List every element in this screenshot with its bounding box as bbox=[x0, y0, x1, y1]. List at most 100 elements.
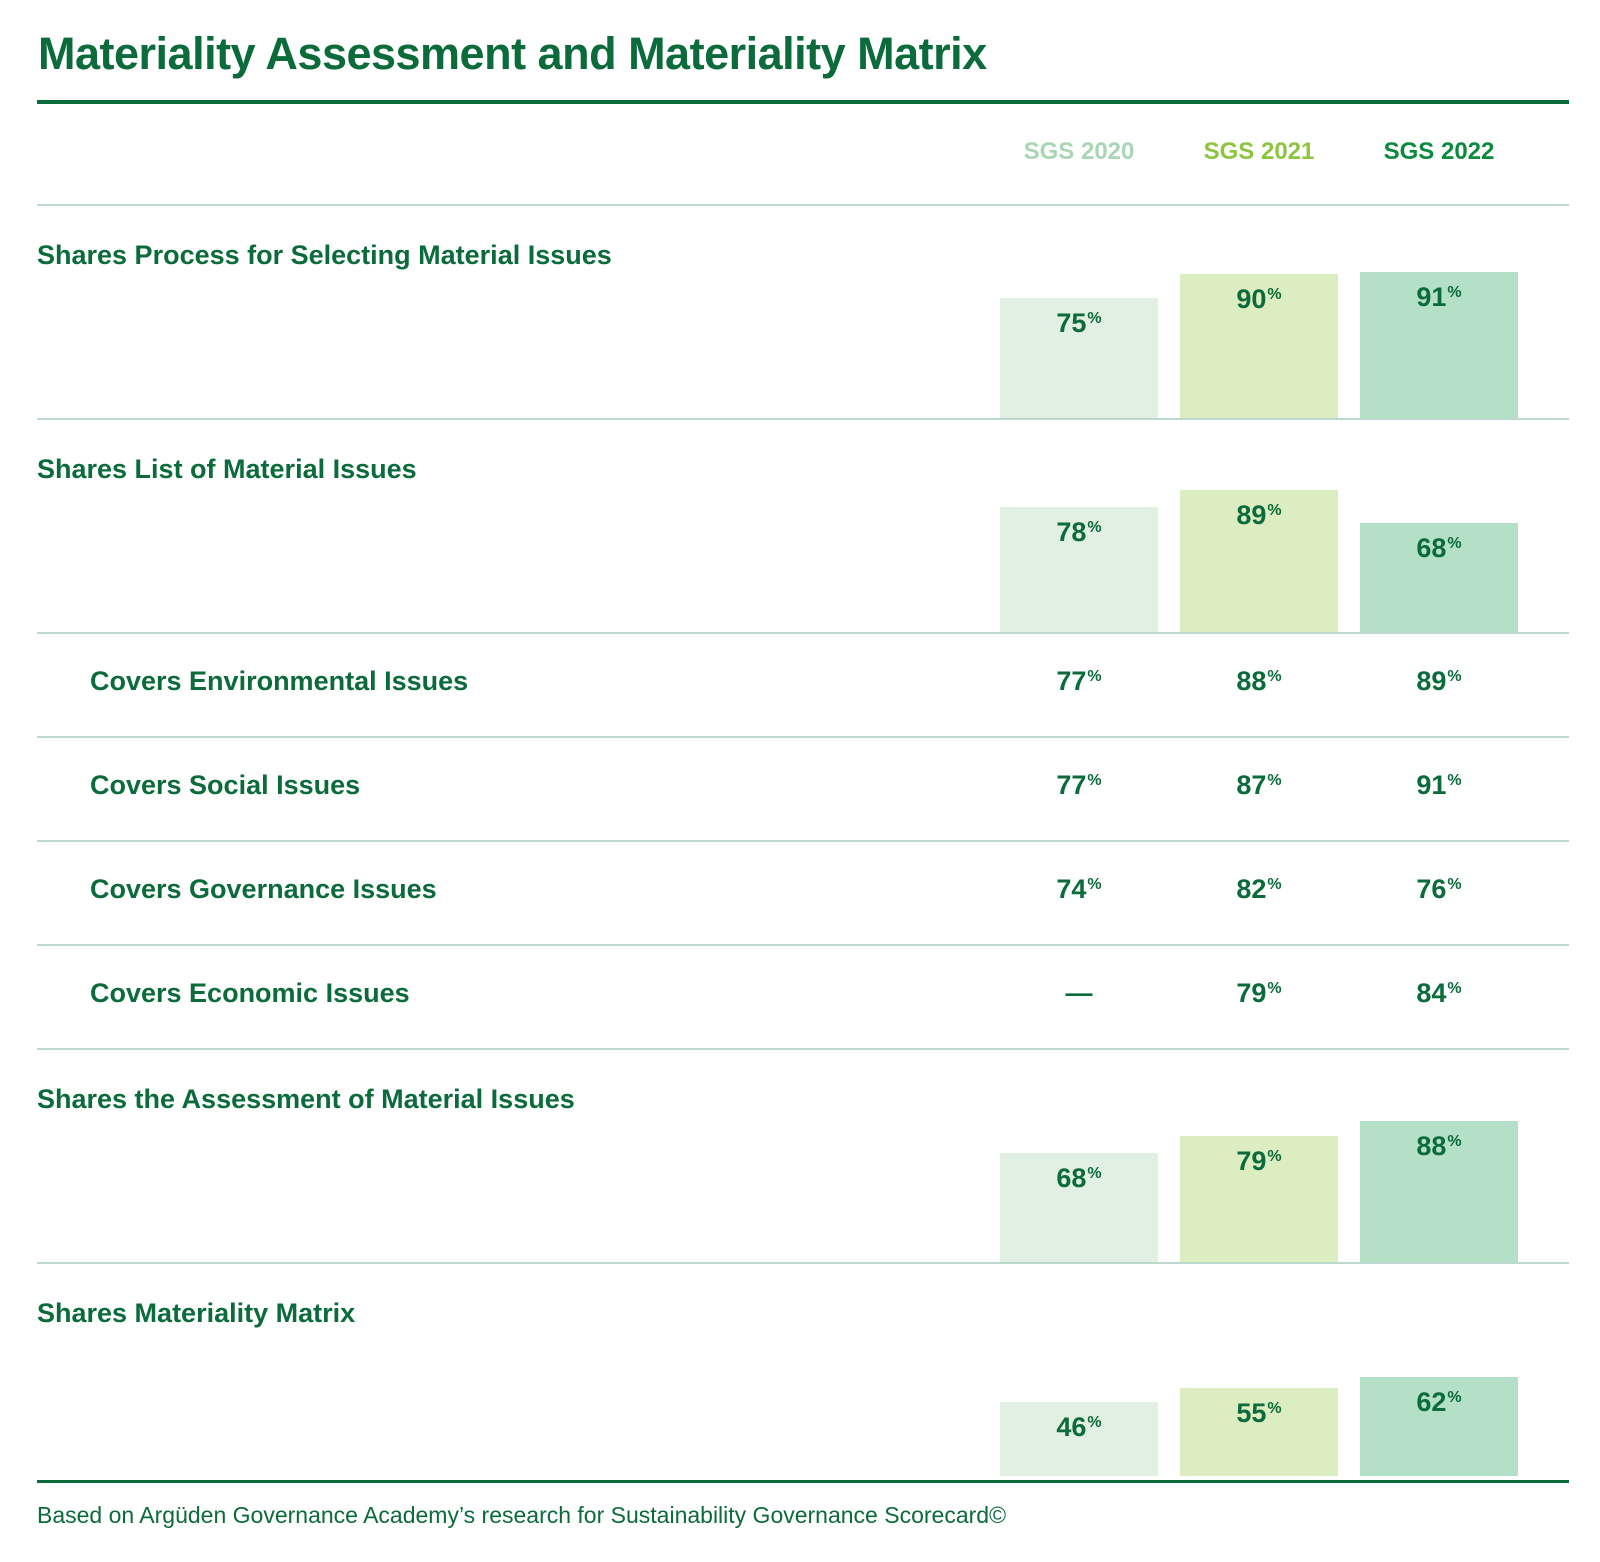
value-number: 78 bbox=[1056, 517, 1087, 548]
value-number: 77 bbox=[1056, 770, 1087, 800]
row-separator bbox=[37, 1262, 1569, 1264]
data-label: 77% bbox=[1000, 666, 1158, 697]
value-number: 91 bbox=[1416, 770, 1447, 800]
data-label: 77% bbox=[1000, 770, 1158, 801]
row-label: Covers Governance Issues bbox=[90, 874, 437, 904]
row-label: Shares Process for Selecting Material Is… bbox=[37, 240, 612, 270]
value-number: 82 bbox=[1236, 874, 1267, 904]
bar-sgs-2021 bbox=[1180, 489, 1338, 632]
bar-sgs-2020 bbox=[1000, 507, 1158, 632]
data-label: 55% bbox=[1180, 1398, 1338, 1429]
row-separator bbox=[37, 418, 1569, 420]
percent-sign: % bbox=[1267, 1147, 1282, 1165]
row-label: Shares List of Material Issues bbox=[37, 454, 417, 484]
percent-sign: % bbox=[1447, 980, 1462, 997]
bar-sgs-2020 bbox=[1000, 1153, 1158, 1262]
value-number: 74 bbox=[1056, 874, 1087, 904]
value-number: 77 bbox=[1056, 666, 1087, 696]
value-number: 91 bbox=[1416, 282, 1447, 313]
value-number: 62 bbox=[1416, 1386, 1447, 1417]
row-label: Covers Economic Issues bbox=[90, 978, 410, 1008]
value-number: 68 bbox=[1416, 533, 1447, 564]
data-label: 46% bbox=[1000, 1412, 1158, 1443]
data-label: 91% bbox=[1360, 282, 1518, 313]
data-label: 68% bbox=[1360, 533, 1518, 564]
percent-sign: % bbox=[1267, 286, 1282, 303]
data-label: 89% bbox=[1360, 666, 1518, 697]
row-separator bbox=[37, 1048, 1569, 1050]
percent-sign: % bbox=[1267, 501, 1282, 519]
percent-sign: % bbox=[1087, 668, 1102, 685]
value-number: 87 bbox=[1236, 770, 1267, 800]
row-label: Shares Materiality Matrix bbox=[37, 1298, 356, 1328]
bar-sgs-2022 bbox=[1360, 272, 1518, 418]
percent-sign: % bbox=[1267, 1400, 1282, 1417]
data-label: 79% bbox=[1180, 1146, 1338, 1177]
percent-sign: % bbox=[1447, 284, 1462, 302]
bar-sgs-2022 bbox=[1360, 1121, 1518, 1262]
row-separator bbox=[37, 944, 1569, 946]
value-number: 76 bbox=[1416, 874, 1447, 904]
percent-sign: % bbox=[1267, 980, 1282, 997]
data-label: 84% bbox=[1360, 978, 1518, 1009]
bar-sgs-2020 bbox=[1000, 1402, 1158, 1476]
page-title: Materiality Assessment and Materiality M… bbox=[38, 28, 987, 79]
data-label: 74% bbox=[1000, 874, 1158, 905]
value-number: 88 bbox=[1236, 666, 1267, 696]
bar-sgs-2021 bbox=[1180, 1388, 1338, 1476]
row-separator bbox=[37, 840, 1569, 842]
footnote: Based on Argüden Governance Academy’s re… bbox=[37, 1502, 1007, 1528]
bar-sgs-2021 bbox=[1180, 274, 1338, 418]
percent-sign: % bbox=[1447, 876, 1462, 893]
percent-sign: % bbox=[1087, 1165, 1102, 1183]
bar-sgs-2020 bbox=[1000, 298, 1158, 418]
bar-sgs-2021 bbox=[1180, 1135, 1338, 1262]
value-number: 46 bbox=[1056, 1412, 1087, 1443]
data-label: 88% bbox=[1180, 666, 1338, 697]
data-label: 89% bbox=[1180, 500, 1338, 531]
row-label: Covers Environmental Issues bbox=[90, 666, 469, 696]
column-header-3: SGS 2022 bbox=[1383, 138, 1495, 165]
data-label: 82% bbox=[1180, 874, 1338, 905]
percent-sign: % bbox=[1267, 772, 1282, 789]
percent-sign: % bbox=[1087, 519, 1102, 537]
percent-sign: % bbox=[1447, 1388, 1462, 1406]
value-number: 79 bbox=[1236, 978, 1267, 1008]
percent-sign: % bbox=[1087, 876, 1102, 893]
title-rule bbox=[37, 100, 1569, 104]
data-label: 88% bbox=[1360, 1131, 1518, 1162]
data-label: 87% bbox=[1180, 770, 1338, 801]
percent-sign: % bbox=[1267, 876, 1282, 893]
percent-sign: % bbox=[1447, 535, 1462, 553]
row-separator bbox=[37, 736, 1569, 738]
data-label: 68% bbox=[1000, 1163, 1158, 1194]
percent-sign: % bbox=[1447, 1133, 1462, 1151]
data-label: 76% bbox=[1360, 874, 1518, 905]
value-number: 79 bbox=[1236, 1145, 1267, 1176]
value-number: 75 bbox=[1056, 308, 1087, 338]
data-label: 79% bbox=[1180, 978, 1338, 1009]
percent-sign: % bbox=[1087, 772, 1102, 789]
value-number: 68 bbox=[1056, 1163, 1087, 1194]
row-separator bbox=[37, 204, 1569, 206]
value-number: 88 bbox=[1416, 1131, 1447, 1162]
data-label: 62% bbox=[1360, 1387, 1518, 1418]
missing-value: — bbox=[1065, 978, 1093, 1008]
row-label: Shares the Assessment of Material Issues bbox=[37, 1084, 575, 1114]
data-label: 78% bbox=[1000, 517, 1158, 548]
data-label: 91% bbox=[1360, 770, 1518, 801]
percent-sign: % bbox=[1447, 772, 1462, 789]
bottom-rule bbox=[37, 1480, 1569, 1483]
value-number: 55 bbox=[1236, 1398, 1267, 1428]
column-header-1: SGS 2020 bbox=[1023, 138, 1135, 165]
bar-sgs-2022 bbox=[1360, 1376, 1518, 1476]
row-label: Covers Social Issues bbox=[90, 770, 361, 800]
value-number: 89 bbox=[1236, 499, 1267, 530]
value-number: 89 bbox=[1416, 666, 1447, 696]
data-label: — bbox=[1000, 978, 1158, 1009]
percent-sign: % bbox=[1447, 668, 1462, 685]
value-number: 84 bbox=[1416, 978, 1447, 1008]
percent-sign: % bbox=[1267, 668, 1282, 685]
data-label: 90% bbox=[1180, 284, 1338, 315]
row-separator bbox=[37, 632, 1569, 634]
